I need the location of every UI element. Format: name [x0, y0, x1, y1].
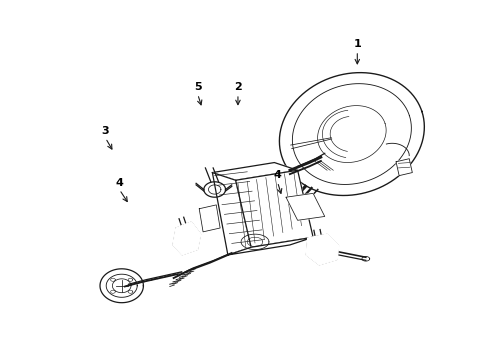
Polygon shape: [173, 222, 201, 255]
Polygon shape: [212, 172, 251, 255]
Polygon shape: [199, 205, 220, 232]
Text: 3: 3: [101, 126, 109, 136]
Polygon shape: [306, 234, 339, 265]
Polygon shape: [396, 159, 412, 176]
Text: 1: 1: [353, 39, 361, 49]
Text: 4: 4: [273, 170, 281, 180]
Polygon shape: [212, 163, 297, 180]
Text: 4: 4: [116, 178, 123, 188]
Polygon shape: [286, 193, 325, 220]
Text: 5: 5: [194, 82, 201, 93]
Polygon shape: [228, 237, 313, 255]
Polygon shape: [236, 170, 313, 247]
Text: 2: 2: [234, 82, 242, 93]
